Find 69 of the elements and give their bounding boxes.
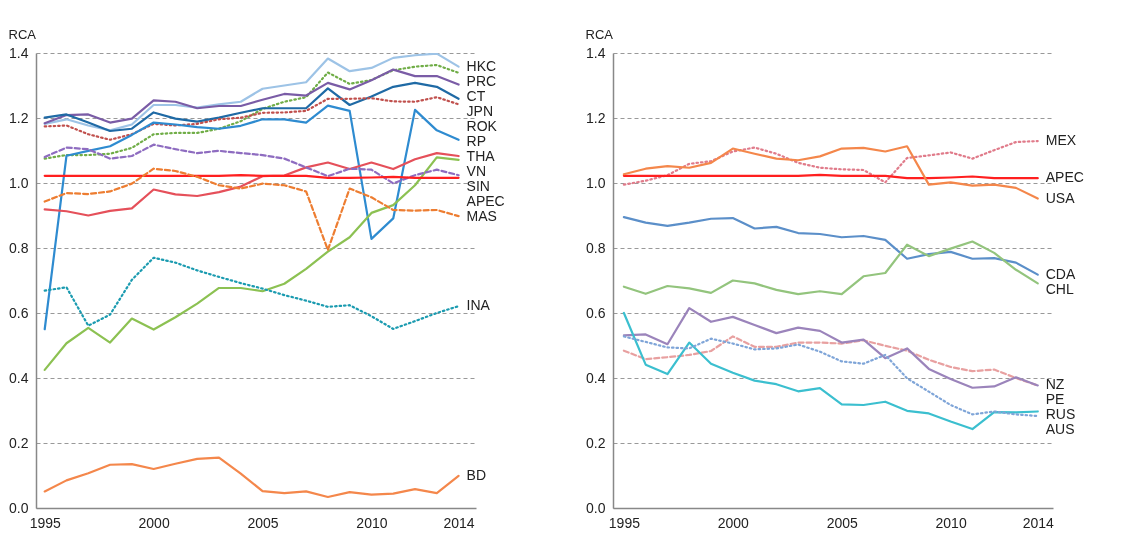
line-series <box>43 143 460 185</box>
y-tick-label: 0.8 <box>9 239 29 256</box>
series-label: RP <box>466 132 487 149</box>
x-tick-label: 2000 <box>717 514 750 531</box>
line-series <box>43 68 460 125</box>
x-tick-label: 2005 <box>247 514 279 531</box>
y-tick-label: 0.0 <box>586 499 606 516</box>
x-tick-label: 1995 <box>608 514 641 531</box>
y-tick-label: 0.6 <box>9 304 29 321</box>
series-label: THA <box>466 147 496 164</box>
series-label: USA <box>1045 189 1076 206</box>
line-series <box>622 335 1039 418</box>
y-tick-label: 1.0 <box>9 174 29 191</box>
line-series <box>43 167 460 252</box>
line-series <box>43 256 460 331</box>
line-series <box>43 156 460 371</box>
x-tick-label: 2010 <box>935 514 967 531</box>
line-series <box>43 96 460 141</box>
series-label: AUS <box>1045 421 1075 438</box>
x-tick-label: 2000 <box>138 514 170 531</box>
series-label: PRC <box>466 72 497 89</box>
y-tick-label: 0.4 <box>586 369 606 386</box>
line-series <box>43 152 460 217</box>
y-tick-label: 1.4 <box>586 44 606 61</box>
series-label: CDA <box>1045 265 1076 282</box>
x-tick-label: 2014 <box>1022 514 1055 531</box>
series-label: SIN <box>466 177 490 194</box>
line-series <box>43 63 460 160</box>
y-tick-label: 1.4 <box>9 44 29 61</box>
line-series <box>622 311 1039 431</box>
line-series <box>622 307 1039 389</box>
y-tick-label: 1.2 <box>9 109 29 126</box>
series-label: RUS <box>1045 406 1076 423</box>
series-label: JPN <box>466 102 494 119</box>
series-label: HKC <box>466 57 497 74</box>
line-series <box>43 81 460 133</box>
line-series <box>622 139 1039 186</box>
series-label: MEX <box>1045 132 1077 149</box>
line-series <box>622 240 1039 296</box>
line-series <box>622 145 1039 200</box>
line-series <box>43 53 460 132</box>
y-axis-title: RCA <box>8 26 37 42</box>
x-tick-label: 2010 <box>356 514 388 531</box>
y-axis-title: RCA <box>585 26 614 42</box>
series-label: ROK <box>466 117 498 134</box>
y-tick-label: 0.2 <box>9 434 29 451</box>
series-label: CT <box>466 87 486 104</box>
series-label: CHL <box>1045 280 1074 297</box>
y-tick-label: 0.2 <box>586 434 606 451</box>
series-label: BD <box>466 466 487 483</box>
series-label: PE <box>1045 391 1065 408</box>
series-label: MAS <box>466 207 497 224</box>
series-label: INA <box>466 297 491 314</box>
y-tick-label: 0.6 <box>586 304 606 321</box>
y-tick-label: 1.0 <box>586 174 606 191</box>
series-label: VN <box>466 162 487 179</box>
line-series <box>43 104 460 331</box>
y-tick-label: 0.0 <box>9 499 29 516</box>
line-series <box>43 456 460 499</box>
series-label: APEC <box>1045 169 1084 186</box>
x-tick-label: 1995 <box>29 514 61 531</box>
y-tick-label: 1.2 <box>586 109 606 126</box>
x-tick-label: 2014 <box>443 514 475 531</box>
line-series <box>622 216 1039 276</box>
x-tick-label: 2005 <box>826 514 858 531</box>
series-label: NZ <box>1045 376 1065 393</box>
y-tick-label: 0.8 <box>586 239 606 256</box>
series-label: APEC <box>466 192 505 209</box>
y-tick-label: 0.4 <box>9 369 29 386</box>
